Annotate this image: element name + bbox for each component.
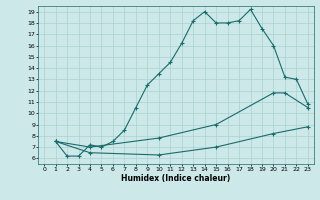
X-axis label: Humidex (Indice chaleur): Humidex (Indice chaleur) — [121, 174, 231, 183]
